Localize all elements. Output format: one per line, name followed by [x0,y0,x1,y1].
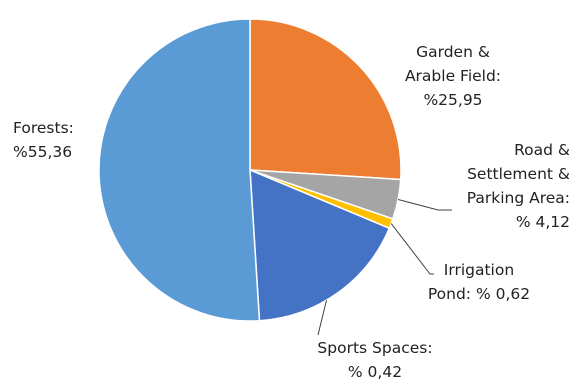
label-sports: Sports Spaces: % 0,42 [300,336,450,384]
label-road: Road & Settlement & Parking Area: % 4,12 [430,138,570,234]
pie-slice-garden-arable-field [249,18,402,181]
label-forests-value: %55,36 [13,143,73,161]
label-sports-value: % 0,42 [347,363,403,381]
pie-slice-forests [98,18,261,322]
label-road-value: % 4,12 [515,213,570,231]
label-road-line1: Road & [514,141,570,159]
leader-lines [317,199,452,336]
label-irrigation: Irrigation Pond: % 0,62 [414,258,544,306]
label-garden-value: %25,95 [423,91,483,109]
label-sports-line1: Sports Spaces: [317,339,433,357]
leader-line-irrigation [390,223,434,275]
pie-slices [98,18,402,322]
label-garden: Garden & Arable Field: %25,95 [388,40,518,112]
label-road-line3: Parking Area: [466,189,570,207]
leader-line-sports [317,300,327,336]
label-irrigation-line2: Pond: % 0,62 [427,285,531,303]
label-forests-name: Forests: [13,119,74,137]
pie-slice-sports-spaces [249,168,391,322]
label-forests: Forests: %55,36 [13,116,74,164]
label-garden-line2: Arable Field: [404,67,502,85]
label-irrigation-line1: Irrigation [443,261,515,279]
label-garden-line1: Garden & [416,43,490,61]
leader-line-road [397,199,452,211]
label-road-line2: Settlement & [467,165,570,183]
